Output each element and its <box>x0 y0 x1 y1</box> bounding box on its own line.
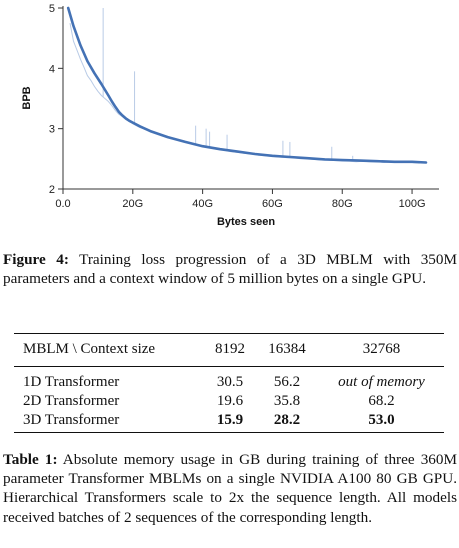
table-rows: 1D Transformer 30.5 56.2 out of memory 2… <box>14 367 444 432</box>
table-header-row: MBLM \ Context size 8192 16384 32768 <box>14 334 444 361</box>
y-tick-label: 2 <box>49 184 55 196</box>
cell-8192: 15.9 <box>216 412 244 428</box>
y-axis-label: BPB <box>21 86 33 109</box>
row-model: 3D Transformer <box>23 412 120 428</box>
table-bottom-rule <box>14 432 444 433</box>
raw-loss-series <box>69 8 427 164</box>
y-tick-label: 4 <box>49 63 55 75</box>
header-16384: 16384 <box>268 341 306 357</box>
cell-32768: 68.2 <box>368 393 395 409</box>
table-body: MBLM \ Context size 8192 16384 32768 <box>14 334 444 361</box>
x-axis-label: Bytes seen <box>217 216 275 228</box>
cell-8192: 30.5 <box>216 374 244 390</box>
x-tick-label: 40G <box>192 198 213 210</box>
memory-usage-table: MBLM \ Context size 8192 16384 32768 1D … <box>14 333 444 433</box>
figure-caption-label: Figure 4: <box>3 251 69 268</box>
x-tick-label: 100G <box>399 198 426 210</box>
figure-caption-text: Training loss progression of a 3D MBLM w… <box>3 251 457 287</box>
training-loss-chart: 2 3 4 5 0.0 20G 40G 60G 80G 100G BPB Bytes seen <box>0 0 459 232</box>
cell-16384: 28.2 <box>273 412 301 428</box>
table-caption-text: Absolute memory usage in GB during train… <box>3 451 457 526</box>
table-mid-rule <box>14 366 444 367</box>
x-tick-label: 0.0 <box>55 198 70 210</box>
smoothed-loss-series <box>66 6 428 164</box>
header-32768: 32768 <box>362 341 401 357</box>
table-row: 2D Transformer 19.6 35.8 68.2 <box>14 392 444 411</box>
chart-canvas: 2 3 4 5 0.0 20G 40G 60G 80G 100G BPB Bytes seen <box>21 3 439 228</box>
row-model: 1D Transformer <box>23 374 120 390</box>
x-tick-label: 20G <box>122 198 143 210</box>
table-caption: Table 1: Absolute memory usage in GB dur… <box>3 450 457 527</box>
header-8192: 8192 <box>215 341 245 357</box>
cell-32768: 53.0 <box>368 412 395 428</box>
cell-16384: 35.8 <box>273 393 301 409</box>
y-tick-label: 5 <box>49 3 55 15</box>
chart-axes: 2 3 4 5 0.0 20G 40G 60G 80G 100G <box>49 3 439 210</box>
figure-caption: Figure 4: Training loss progression of a… <box>3 250 457 288</box>
cell-16384: 56.2 <box>273 374 301 390</box>
y-tick-label: 3 <box>49 124 55 136</box>
table-row: 1D Transformer 30.5 56.2 out of memory <box>14 367 444 392</box>
table-row: 3D Transformer 15.9 28.2 53.0 <box>14 411 444 432</box>
cell-32768: out of memory <box>338 374 425 390</box>
raw-loss-line <box>69 23 427 164</box>
header-model: MBLM \ Context size <box>23 341 156 357</box>
table-caption-label: Table 1: <box>3 451 58 468</box>
row-model: 2D Transformer <box>23 393 120 409</box>
cell-8192: 19.6 <box>216 393 244 409</box>
table-top-rule <box>14 333 444 334</box>
x-tick-label: 80G <box>332 198 353 210</box>
smoothed-loss-line <box>66 6 428 164</box>
x-tick-label: 60G <box>262 198 283 210</box>
